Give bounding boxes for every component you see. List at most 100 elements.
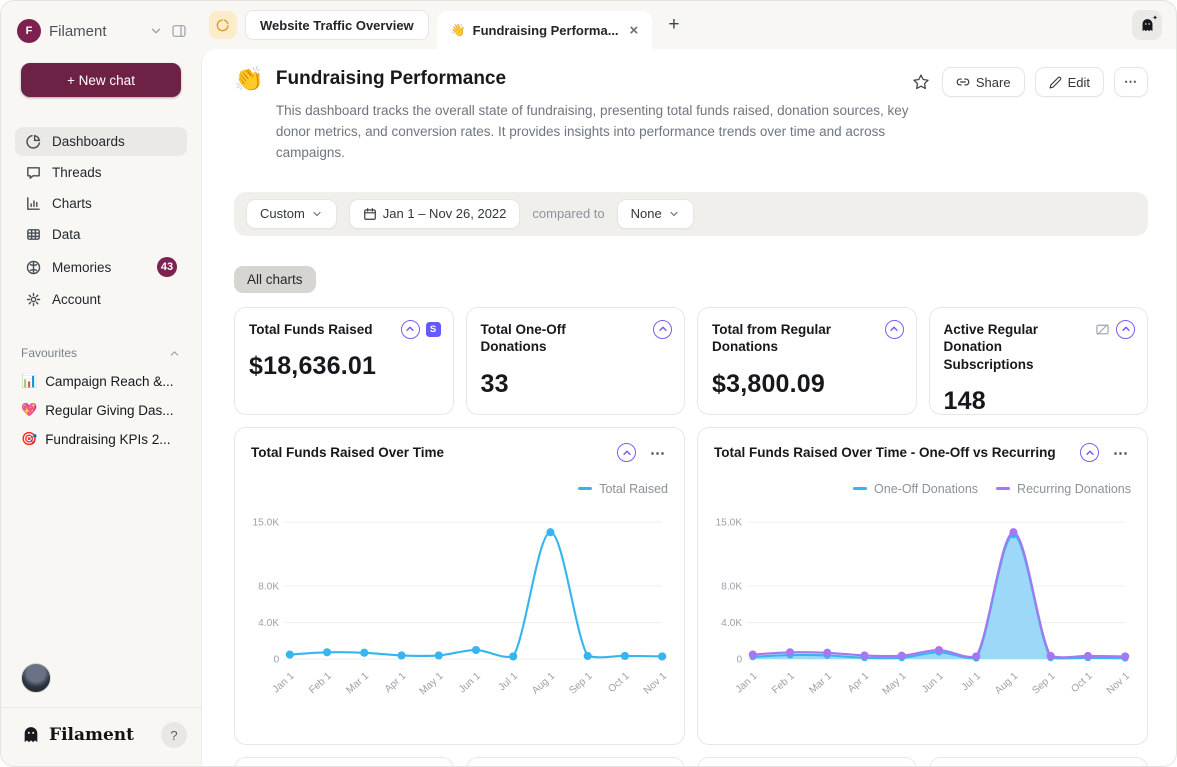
kpi-value: $3,800.09	[712, 369, 826, 398]
svg-text:Oct 1: Oct 1	[1069, 670, 1095, 695]
favourites-label: Favourites	[21, 346, 78, 360]
memories-count-badge: 43	[157, 257, 177, 277]
kpi-card-total-one-off-donations: Total One-Off Donations 33	[465, 306, 685, 415]
line-chart: 0 4.0K 8.0K 15.0K Jan 1 Feb 1 Mar 1 Apr 1 May 1 J…	[253, 517, 668, 697]
new-chat-button[interactable]: + New chat	[21, 63, 181, 97]
compare-dropdown[interactable]: None	[616, 198, 694, 229]
sidebar-item-label: Threads	[52, 165, 102, 180]
workspace-switcher[interactable]: F Filament	[1, 1, 201, 43]
sidebar-item-charts[interactable]: Charts	[15, 189, 187, 218]
sidebar-item-label: Data	[52, 227, 81, 242]
assistant-ghost-button[interactable]: ✦	[1132, 10, 1162, 40]
bar-chart-emoji-icon: 📊	[21, 373, 38, 388]
svg-text:Mar 1: Mar 1	[344, 670, 371, 696]
kpi-card-total-funds-raised: Total Funds Raised S $18,636.01	[234, 306, 454, 415]
gear-icon	[25, 291, 42, 308]
kpi-value: 33	[480, 369, 509, 398]
legend-item[interactable]: One-Off Donations	[853, 482, 978, 496]
sidebar-item-label: Memories	[52, 259, 112, 275]
kpi-row: Total Funds Raised S $18,636.01 Total On…	[234, 306, 1148, 415]
chevron-down-icon[interactable]	[149, 24, 163, 38]
collapse-sidebar-icon[interactable]	[171, 23, 187, 39]
svg-text:Jun 1: Jun 1	[920, 670, 946, 695]
range-type-dropdown[interactable]: Custom	[246, 198, 337, 229]
kpi-title: Active Regular Donation Subscriptions	[943, 321, 1039, 372]
svg-text:May 1: May 1	[418, 670, 446, 697]
target-emoji-icon: 🎯	[21, 431, 38, 446]
heart-emoji-icon: 💖	[21, 402, 38, 417]
chart-more-button[interactable]: ⋯	[1111, 442, 1131, 464]
svg-text:8.0K: 8.0K	[258, 581, 279, 592]
svg-text:0: 0	[736, 654, 742, 665]
chart-more-button[interactable]: ⋯	[648, 442, 668, 464]
sidebar-item-threads[interactable]: Threads	[15, 158, 187, 187]
svg-text:Jul 1: Jul 1	[497, 670, 521, 693]
edit-label: Edit	[1067, 74, 1090, 90]
chevron-up-icon[interactable]	[168, 347, 181, 360]
compared-to-label: compared to	[532, 206, 605, 222]
workspace-name: Filament	[49, 22, 107, 40]
favourite-item-fundraising-kpis[interactable]: 🎯 Fundraising KPIs 2...	[21, 431, 181, 447]
sidebar-item-label: Charts	[52, 196, 92, 211]
wave-emoji-icon: 👋	[450, 23, 466, 37]
date-range-picker[interactable]: Jan 1 – Nov 26, 2022	[348, 198, 521, 229]
sidebar-item-dashboards[interactable]: Dashboards	[15, 127, 187, 156]
sidebar-item-account[interactable]: Account	[15, 285, 187, 314]
kpi-card-active-subscriptions: Active Regular Donation Subscriptions 14…	[928, 306, 1148, 415]
svg-text:Apr 1: Apr 1	[846, 670, 872, 695]
favourite-item-regular-giving[interactable]: 💖 Regular Giving Das...	[21, 402, 181, 418]
sync-off-icon	[1095, 322, 1110, 337]
workspace-avatar: F	[17, 19, 41, 43]
legend-item[interactable]: Recurring Donations	[996, 482, 1131, 496]
more-options-button[interactable]: ⋯	[1114, 67, 1148, 97]
kpi-title: Total from Regular Donations	[712, 321, 832, 355]
raisely-icon	[1080, 443, 1099, 463]
kpi-title: Total One-Off Donations	[480, 321, 566, 355]
share-button[interactable]: Share	[941, 67, 1025, 97]
sidebar-item-memories[interactable]: Memories 43	[15, 251, 187, 283]
chart-legend: Total Raised	[251, 482, 668, 496]
help-button[interactable]: ?	[161, 722, 187, 748]
main-content: 👏 Fundraising Performance This dashboard…	[201, 49, 1176, 766]
svg-text:Nov 1: Nov 1	[642, 670, 668, 696]
dashboard-app-icon[interactable]	[209, 11, 237, 39]
svg-text:Apr 1: Apr 1	[383, 670, 409, 695]
svg-text:15.0K: 15.0K	[253, 517, 280, 528]
new-tab-button[interactable]: +	[668, 14, 680, 35]
svg-text:4.0K: 4.0K	[258, 618, 279, 629]
raisely-icon	[653, 319, 672, 339]
svg-text:Sep 1: Sep 1	[1030, 670, 1057, 696]
clap-emoji-icon: 👏	[234, 66, 264, 93]
sidebar-item-data[interactable]: Data	[15, 220, 187, 249]
kpi-card-ticket-sales: Total from Ticket Sales	[234, 756, 454, 766]
legend-item[interactable]: Total Raised	[578, 482, 668, 496]
link-icon	[956, 75, 970, 89]
kpi-card-total-regular-donations: Total from Regular Donations $3,800.09	[697, 306, 917, 415]
favourite-item-label: Campaign Reach &...	[45, 373, 174, 389]
sidebar-item-label: Account	[52, 292, 101, 307]
pencil-icon	[1049, 76, 1062, 89]
kpi-value: $18,636.01	[249, 352, 377, 381]
all-charts-chip[interactable]: All charts	[234, 265, 316, 293]
page-description: This dashboard tracks the overall state …	[275, 103, 909, 160]
sparkle-icon: ✦	[1152, 15, 1158, 22]
svg-text:Jul 1: Jul 1	[960, 670, 984, 693]
tab-fundraising-performance[interactable]: 👋 Fundraising Performa... ×	[436, 11, 653, 49]
user-avatar[interactable]	[21, 663, 51, 693]
favourite-star-button[interactable]	[910, 71, 932, 93]
chart-card-oneoff-vs-recurring: Total Funds Raised Over Time - One-Off v…	[697, 426, 1148, 745]
sidebar-nav: Dashboards Threads Charts Data	[1, 125, 201, 316]
close-tab-icon[interactable]: ×	[629, 21, 639, 39]
svg-text:0: 0	[273, 654, 279, 665]
legend-dash-icon	[853, 487, 868, 491]
favourite-item-campaign-reach[interactable]: 📊 Campaign Reach &...	[21, 373, 181, 389]
svg-text:Jan 1: Jan 1	[734, 670, 760, 695]
tab-website-traffic-overview[interactable]: Website Traffic Overview	[245, 10, 429, 40]
edit-button[interactable]: Edit	[1034, 67, 1104, 97]
compare-value: None	[630, 206, 662, 222]
kpi-card-donation-form-conversion: Donation Form Conversion	[465, 756, 685, 766]
svg-text:Feb 1: Feb 1	[307, 670, 334, 696]
kpi-card-tickets-sold: Number of Tickets Sold	[697, 756, 917, 766]
raisely-icon	[1116, 319, 1135, 339]
